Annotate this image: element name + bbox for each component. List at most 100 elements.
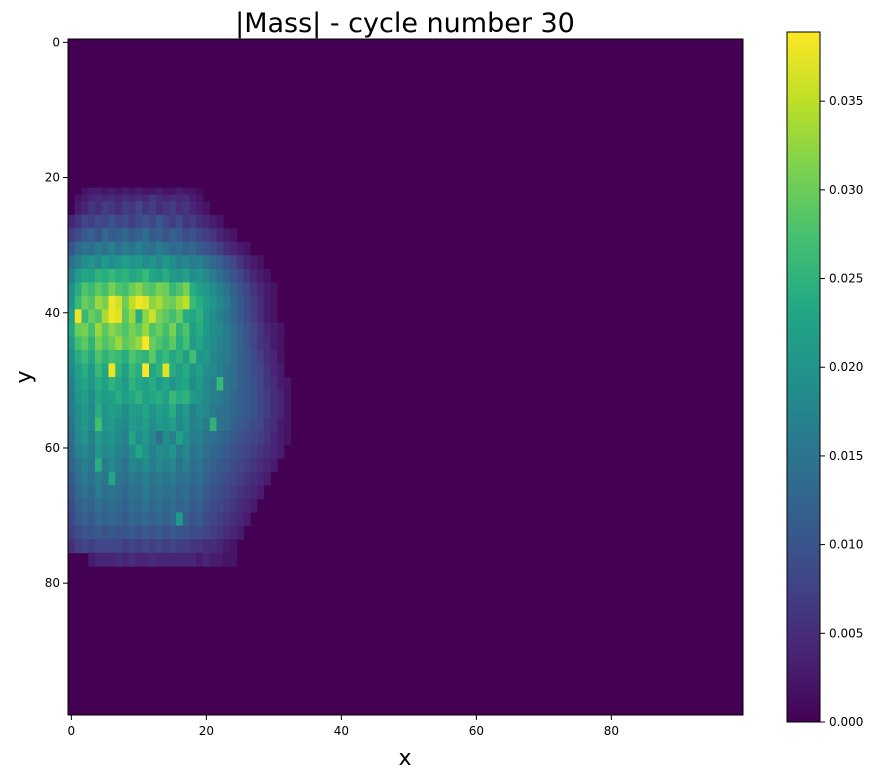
- heatmap-cell: [209, 221, 217, 229]
- heatmap-cell: [216, 235, 224, 243]
- heatmap-cell: [196, 289, 204, 297]
- heatmap-cell: [135, 316, 143, 324]
- heatmap-cell: [142, 377, 150, 385]
- heatmap-cell: [122, 505, 130, 513]
- heatmap-cell: [128, 478, 136, 486]
- heatmap-cell: [270, 322, 278, 331]
- heatmap-cell: [88, 363, 96, 371]
- heatmap-cell: [176, 329, 184, 337]
- heatmap-cell: [189, 471, 197, 479]
- heatmap-cell: [209, 546, 217, 554]
- heatmap-cell: [182, 201, 190, 209]
- heatmap-cell: [209, 431, 217, 439]
- heatmap-cell: [169, 248, 177, 256]
- heatmap-cell: [149, 518, 157, 527]
- heatmap-cell: [189, 431, 197, 439]
- heatmap-cell: [257, 289, 265, 297]
- heatmap-cell: [250, 363, 258, 371]
- x-tick-label: 20: [199, 724, 214, 738]
- heatmap-cell: [277, 437, 285, 445]
- heatmap-cell: [236, 329, 244, 337]
- heatmap-cell: [270, 295, 278, 304]
- heatmap-cell: [88, 417, 96, 425]
- heatmap-cell: [196, 431, 204, 439]
- heatmap-cell: [115, 410, 123, 418]
- heatmap-cell: [74, 194, 82, 202]
- heatmap-cell: [203, 241, 211, 249]
- heatmap-cell: [135, 410, 143, 418]
- heatmap-cell: [189, 383, 197, 391]
- heatmap-cell: [155, 525, 163, 533]
- heatmap-cell: [108, 498, 116, 506]
- heatmap-cell: [250, 397, 258, 405]
- heatmap-cell: [203, 363, 211, 371]
- heatmap-cell: [223, 518, 231, 527]
- heatmap-cell: [230, 329, 238, 337]
- heatmap-cell: [95, 370, 103, 378]
- heatmap-cell: [182, 410, 190, 418]
- heatmap-cell: [81, 275, 89, 283]
- heatmap-cell: [95, 282, 103, 290]
- heatmap-cell: [243, 275, 251, 283]
- heatmap-cell: [257, 417, 265, 425]
- heatmap-cell: [203, 262, 211, 270]
- heatmap-cell: [142, 471, 150, 479]
- heatmap-cell: [182, 458, 190, 466]
- heatmap-cell: [284, 377, 292, 385]
- heatmap-cell: [101, 241, 109, 249]
- heatmap-cell: [108, 275, 116, 283]
- heatmap-cell: [263, 404, 271, 412]
- heatmap-cells: [68, 39, 743, 715]
- heatmap-cell: [68, 377, 76, 385]
- heatmap-cell: [88, 471, 96, 479]
- heatmap-cell: [108, 255, 116, 263]
- heatmap-cell: [162, 255, 170, 263]
- heatmap-cell: [230, 559, 238, 567]
- heatmap-cell: [243, 377, 251, 385]
- heatmap-cell: [122, 322, 130, 331]
- heatmap-cell: [196, 397, 204, 405]
- heatmap-cell: [223, 262, 231, 270]
- heatmap-cell: [81, 187, 89, 195]
- heatmap-cell: [149, 228, 157, 236]
- heatmap-cell: [95, 491, 103, 500]
- heatmap-cell: [230, 451, 238, 459]
- heatmap-cell: [250, 377, 258, 385]
- heatmap-cell: [122, 451, 130, 459]
- heatmap-cell: [115, 505, 123, 513]
- heatmap-cell: [74, 458, 82, 466]
- heatmap-cell: [216, 295, 224, 304]
- heatmap-cell: [263, 309, 271, 317]
- heatmap-cell: [236, 532, 244, 540]
- heatmap-cell: [74, 451, 82, 459]
- heatmap-cell: [122, 214, 130, 222]
- heatmap-cell: [230, 404, 238, 412]
- heatmap-cell: [203, 349, 211, 358]
- heatmap-cell: [95, 451, 103, 459]
- heatmap-cell: [122, 458, 130, 466]
- heatmap-cell: [115, 255, 123, 263]
- heatmap-cell: [115, 295, 123, 304]
- heatmap-cell: [155, 546, 163, 554]
- heatmap-cell: [176, 248, 184, 256]
- heatmap-cell: [149, 410, 157, 418]
- heatmap-cell: [162, 377, 170, 385]
- heatmap-cell: [162, 437, 170, 445]
- heatmap-cell: [142, 539, 150, 547]
- heatmap-cell: [155, 187, 163, 195]
- heatmap-cell: [135, 518, 143, 527]
- heatmap-cell: [108, 235, 116, 243]
- heatmap-cell: [182, 390, 190, 398]
- heatmap-cell: [176, 322, 184, 331]
- heatmap-cell: [169, 390, 177, 398]
- heatmap-cell: [230, 518, 238, 527]
- heatmap-cell: [189, 275, 197, 283]
- heatmap-cell: [270, 458, 278, 466]
- heatmap-cell: [230, 498, 238, 506]
- heatmap-cell: [135, 424, 143, 432]
- heatmap-cell: [135, 525, 143, 533]
- heatmap-cell: [101, 410, 109, 418]
- heatmap-cell: [169, 329, 177, 337]
- heatmap-cell: [162, 444, 170, 452]
- heatmap-cell: [176, 478, 184, 486]
